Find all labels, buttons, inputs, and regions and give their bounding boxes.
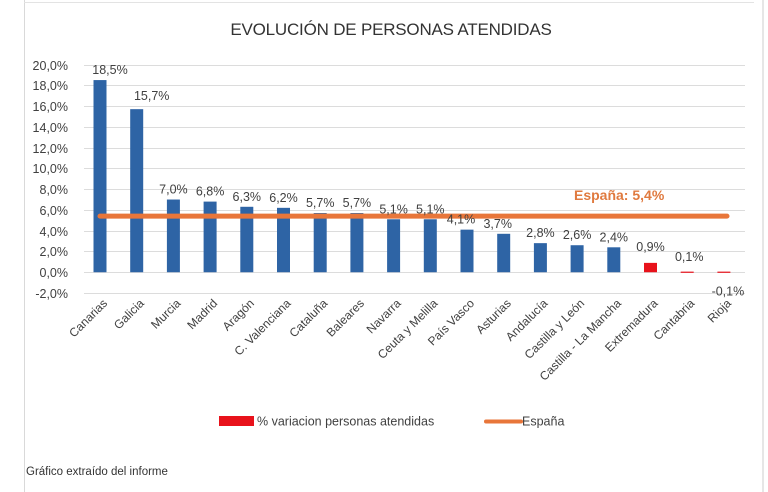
bar (350, 213, 364, 273)
bar (644, 262, 657, 273)
y-tick-label: 4,0% (40, 225, 69, 239)
data-label: -0,1% (712, 284, 745, 298)
data-label: 5,7% (343, 196, 372, 210)
legend: % variacion personas atendidas España (219, 415, 564, 429)
data-labels: 18,5% 15,7% 7,0% 6,8% 6,3% 6,2% 5,7% 5,7% 5,1% 5,… (92, 63, 744, 298)
data-label: 5,1% (416, 202, 445, 216)
data-label: 6,2% (269, 191, 298, 205)
bar (460, 229, 474, 273)
bar (166, 199, 180, 273)
data-label: 2,8% (526, 226, 555, 240)
bar (93, 80, 107, 273)
bar (240, 206, 254, 273)
caption: Gráfico extraído del informe (26, 466, 168, 478)
bar (423, 219, 437, 273)
data-label: 0,9% (636, 240, 665, 254)
x-tick-label: Cataluña (286, 296, 330, 340)
data-label: 2,4% (600, 230, 629, 244)
x-tick-label: Rioja (705, 296, 734, 325)
y-tick-label: 20,0% (33, 59, 68, 73)
frame-left-border (24, 0, 25, 492)
frame-top-border (24, 2, 754, 3)
x-tick-label: Galicia (111, 296, 147, 332)
bar (680, 271, 694, 273)
data-label: 6,3% (233, 190, 262, 204)
legend-label-variacion: % variacion personas atendidas (257, 415, 434, 429)
data-label: 4,1% (447, 213, 476, 227)
y-tick-label: 12,0% (33, 142, 68, 156)
data-label: 15,7% (134, 89, 169, 103)
y-tick-label: 8,0% (40, 183, 69, 197)
bar (130, 109, 144, 273)
spain-annotation: España: 5,4% (574, 187, 665, 203)
y-tick-label: 6,0% (40, 204, 69, 218)
bar (203, 201, 217, 273)
data-label: 3,7% (483, 217, 512, 231)
data-label: 18,5% (92, 63, 127, 77)
y-axis: 20,0% 18,0% 16,0% 14,0% 12,0% 10,0% 8,0% 6,0% 4,… (33, 59, 68, 301)
chart-title: EVOLUCIÓN DE PERSONAS ATENDIDAS (230, 20, 551, 39)
frame-right-border (762, 0, 764, 492)
data-label: 2,6% (563, 228, 592, 242)
y-tick-label: 2,0% (40, 245, 69, 259)
x-tick-label: Cantabria (651, 296, 698, 343)
data-label: 5,7% (306, 196, 335, 210)
bars (93, 80, 731, 273)
data-label: 0,1% (675, 250, 704, 264)
spain-reference: España: 5,4% (97, 187, 730, 219)
legend-swatch-variacion (219, 416, 254, 426)
bar (717, 271, 731, 273)
bar (607, 247, 621, 273)
x-tick-label: Murcia (148, 296, 184, 332)
gridlines (84, 65, 745, 294)
bar (277, 207, 290, 273)
y-tick-label: 18,0% (33, 79, 68, 93)
y-tick-label: 0,0% (40, 266, 69, 280)
data-label: 6,8% (196, 185, 225, 199)
bar (570, 245, 584, 273)
y-tick-label: 10,0% (33, 162, 68, 176)
y-tick-label: 14,0% (33, 121, 68, 135)
bar (387, 219, 401, 273)
x-tick-label: Baleares (324, 296, 367, 339)
bar (313, 213, 327, 273)
bar (497, 233, 511, 273)
x-tick-label: Madrid (184, 296, 220, 332)
bar (533, 243, 547, 273)
data-label: 5,1% (379, 202, 408, 216)
x-tick-label: Canarias (66, 296, 110, 340)
y-tick-label: 16,0% (33, 100, 68, 114)
data-label: 7,0% (159, 183, 188, 197)
y-tick-label: -2,0% (35, 287, 68, 301)
legend-label-espana: España (522, 415, 564, 429)
